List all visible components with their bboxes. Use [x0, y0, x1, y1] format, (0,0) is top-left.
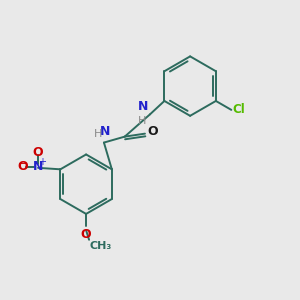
Text: Cl: Cl: [232, 103, 245, 116]
Text: +: +: [38, 158, 46, 167]
Text: N: N: [33, 160, 43, 173]
Text: O: O: [17, 160, 28, 173]
Text: H: H: [137, 116, 146, 126]
Text: CH₃: CH₃: [90, 241, 112, 251]
Text: N: N: [138, 100, 148, 113]
Text: H: H: [94, 129, 102, 139]
Text: N: N: [100, 125, 110, 138]
Text: −: −: [18, 159, 27, 169]
Text: O: O: [33, 146, 44, 159]
Text: O: O: [81, 228, 92, 241]
Text: O: O: [147, 125, 158, 138]
